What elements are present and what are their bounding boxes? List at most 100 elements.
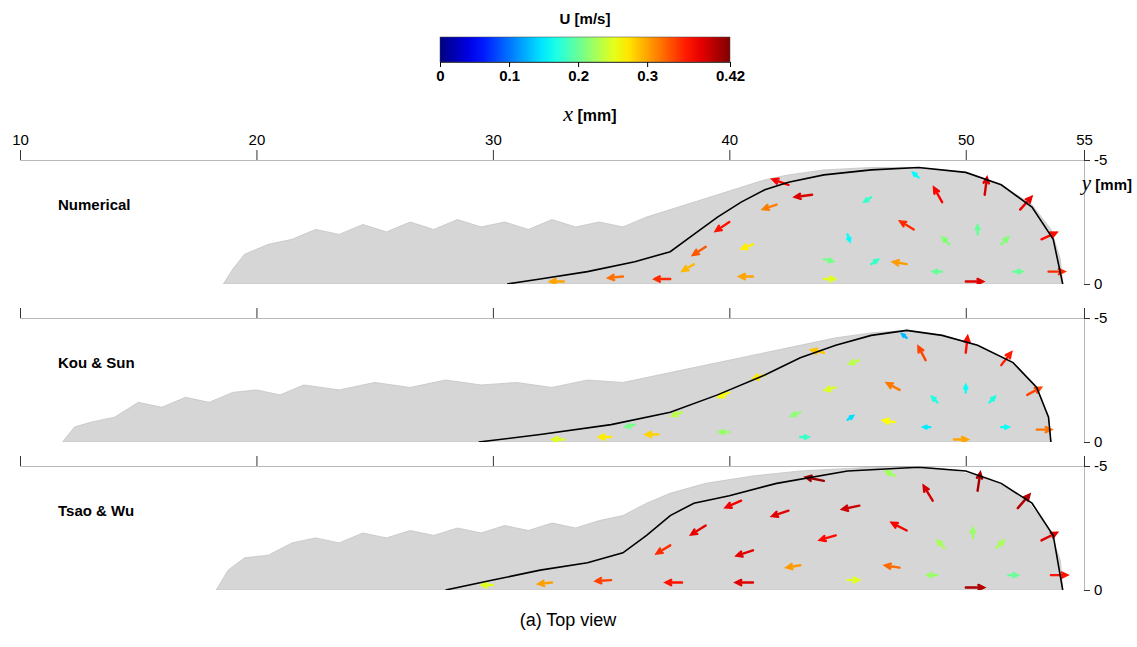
colorbar-tick-label: 0.3 (637, 67, 658, 84)
x-tick-label: 30 (485, 131, 502, 148)
x-tick (493, 456, 494, 466)
velocity-vector (892, 523, 907, 531)
velocity-vector (654, 276, 670, 281)
plot-area (63, 330, 1052, 442)
velocity-vector (482, 583, 493, 588)
x-axis (21, 456, 1085, 467)
velocity-vector (842, 506, 859, 511)
x-axis-line (21, 150, 1085, 161)
panel-title: Numerical (58, 196, 131, 213)
y-axis: -5 0 (1084, 457, 1107, 598)
velocity-vector (825, 387, 836, 392)
velocity-vector (691, 526, 705, 535)
x-tick: 10 (12, 131, 29, 160)
colorbar-tick: 0.1 (499, 62, 520, 84)
velocity-vector (657, 545, 671, 553)
x-tick-mark (493, 456, 494, 466)
velocity-vector (849, 360, 859, 364)
colorbar-tick: 0.3 (637, 62, 658, 84)
velocity-vector (672, 412, 682, 416)
velocity-vector (934, 188, 942, 202)
colorbar-tick: 0.42 (716, 62, 745, 84)
x-tick-mark (493, 150, 494, 160)
velocity-vector (932, 397, 937, 402)
velocity-vector (742, 244, 753, 249)
y-axis-line (1085, 319, 1091, 443)
velocity-vector (913, 173, 918, 178)
x-tick (20, 456, 21, 466)
y-tick-label: 0 (1094, 433, 1102, 450)
x-tick-mark (20, 456, 21, 466)
x-tick-mark (20, 150, 21, 160)
x-axis-line (21, 456, 1085, 467)
weld-bead (63, 330, 1051, 442)
velocity-vector (924, 486, 933, 501)
velocity-vector (918, 347, 925, 361)
x-tick-label: 55 (1076, 131, 1093, 148)
velocity-vector (739, 274, 753, 279)
x-tick (1084, 308, 1085, 318)
panel-title: Kou & Sun (58, 354, 135, 371)
velocity-vector (1001, 238, 1008, 245)
velocity-vector (693, 247, 706, 255)
x-axis-line (21, 308, 1085, 319)
x-tick: 55 (1076, 131, 1093, 160)
velocity-vector (964, 337, 969, 353)
velocity-vector (646, 432, 659, 437)
velocity-vector (964, 385, 967, 392)
x-tick-mark (20, 308, 21, 318)
y-tick-label: 0 (1094, 581, 1102, 598)
y-axis: -50 (1084, 309, 1107, 450)
velocity-vector (989, 397, 994, 402)
x-tick (20, 308, 21, 318)
velocity-vector (553, 437, 564, 442)
x-tick (966, 456, 967, 466)
x-tick-label: 40 (721, 131, 738, 148)
pool-boundary (479, 330, 1051, 442)
x-tick-mark (729, 308, 730, 318)
velocity-vector (1001, 426, 1008, 429)
velocity-vector (893, 260, 907, 265)
plot-area (223, 167, 1064, 284)
velocity-vector (719, 430, 729, 434)
velocity-vector (971, 528, 975, 538)
x-tick-mark (256, 150, 257, 160)
velocity-vector (824, 277, 835, 282)
velocity-vector (848, 578, 859, 583)
x-axis (21, 308, 1085, 319)
velocity-vector (666, 580, 682, 585)
velocity-vector (847, 234, 850, 241)
velocity-vector (966, 585, 984, 590)
velocity-vector (824, 258, 833, 262)
velocity-vector (1013, 270, 1022, 274)
y-tick-label: 0 (1094, 275, 1102, 292)
x-tick-mark (1084, 456, 1085, 466)
colorbar-gradient (440, 37, 730, 62)
x-tick-mark (966, 308, 967, 318)
colorbar-axis: 0 0.1 0.2 0.3 0.42 (436, 62, 745, 84)
colorbar-tick: 0.2 (568, 62, 589, 84)
colorbar-tick: 0 (436, 62, 444, 84)
velocity-vector (736, 580, 753, 585)
velocity-vector (942, 238, 949, 245)
velocity-vector (886, 471, 895, 476)
x-tick-mark (1084, 308, 1085, 318)
velocity-vector (787, 564, 801, 569)
weld-bead (216, 466, 1062, 590)
x-tick (966, 308, 967, 318)
colorbar-tick-label: 0 (436, 67, 444, 84)
caption: (a) Top view (520, 610, 618, 630)
velocity-vector (737, 550, 753, 556)
velocity-vector (1049, 269, 1065, 274)
panel: -50 Kou & Sun (21, 308, 1108, 450)
velocity-vector (997, 541, 1004, 548)
velocity-vector (550, 279, 564, 284)
velocity-vector (848, 416, 853, 420)
x-tick-mark (1084, 150, 1085, 160)
y-tick-mark (1084, 442, 1090, 443)
colorbar-title: U [m/s] (560, 10, 611, 27)
velocity-vector (599, 434, 611, 439)
y-axis-line (1085, 467, 1091, 591)
velocity-vector (1008, 573, 1017, 577)
y-tick: -5 (1084, 457, 1107, 474)
